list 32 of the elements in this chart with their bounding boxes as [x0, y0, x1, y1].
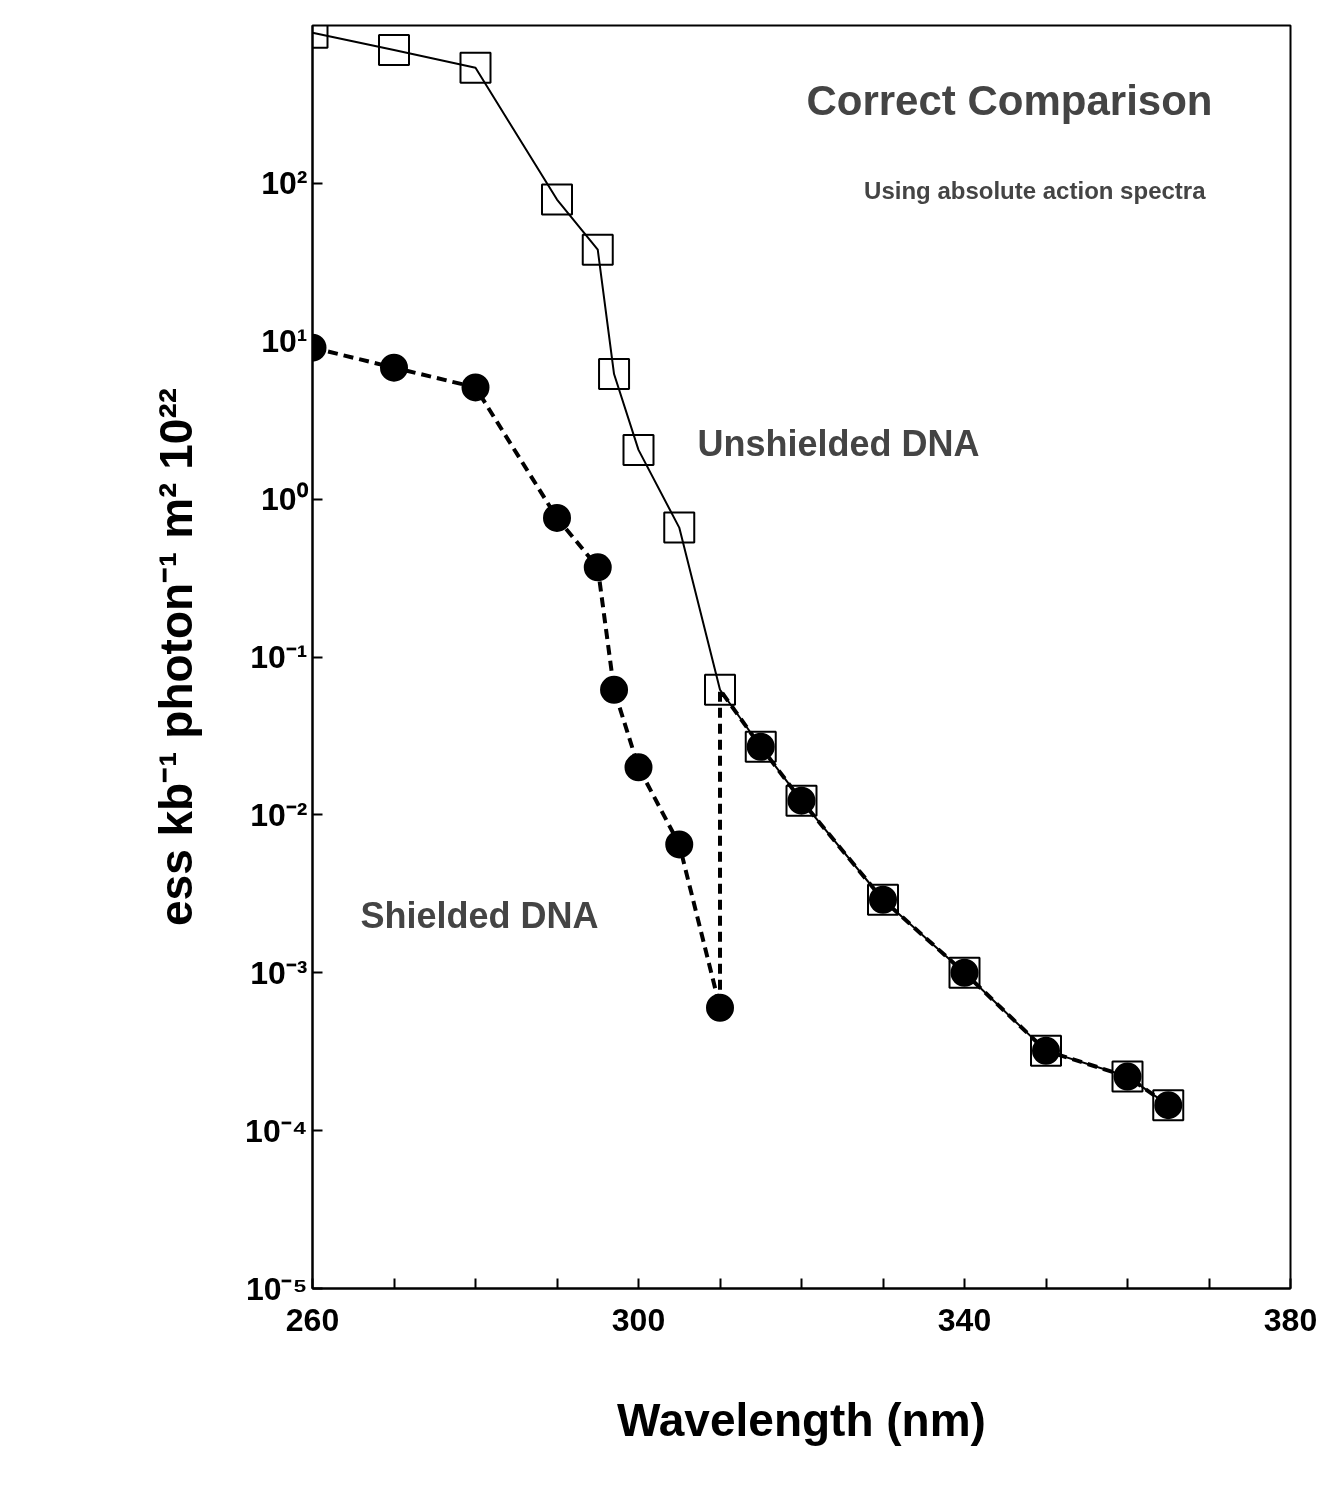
x-tick-label: 380	[1263, 1301, 1318, 1338]
y-tick-label: 10⁻²	[250, 796, 308, 833]
y-tick-label: 10⁰	[260, 481, 309, 518]
x-tick-label: 300	[611, 1301, 666, 1338]
text: Correct Comparison	[806, 77, 1213, 124]
point	[622, 433, 655, 466]
text: Using absolute action spectra	[864, 177, 1207, 204]
y-axis-title: ess kb⁻¹ photon⁻¹ m² 10²²	[150, 387, 203, 927]
point	[581, 233, 614, 266]
x-tick-label: 340	[937, 1301, 992, 1338]
point	[461, 373, 490, 402]
x-axis-title: Wavelength (nm)	[617, 1393, 986, 1446]
point	[459, 51, 492, 84]
annotation: Shielded DNA	[360, 895, 599, 936]
point	[378, 33, 410, 66]
point	[598, 358, 631, 391]
y-tick-label: 10⁻⁴	[245, 1112, 308, 1149]
y-tick-label: 10⁻¹	[250, 639, 308, 675]
y-tick-label: 10²	[261, 165, 308, 202]
y-tick-label: 10¹	[261, 323, 308, 360]
point	[663, 511, 696, 544]
annotation: Unshielded DNA	[697, 423, 980, 464]
point	[380, 353, 408, 382]
y-tick-label: 10⁻³	[250, 954, 308, 991]
point	[665, 830, 694, 859]
point	[704, 673, 736, 706]
point	[706, 993, 734, 1022]
point	[543, 503, 571, 532]
point	[583, 553, 612, 582]
point	[600, 675, 629, 704]
point	[541, 183, 573, 216]
point	[624, 753, 653, 782]
